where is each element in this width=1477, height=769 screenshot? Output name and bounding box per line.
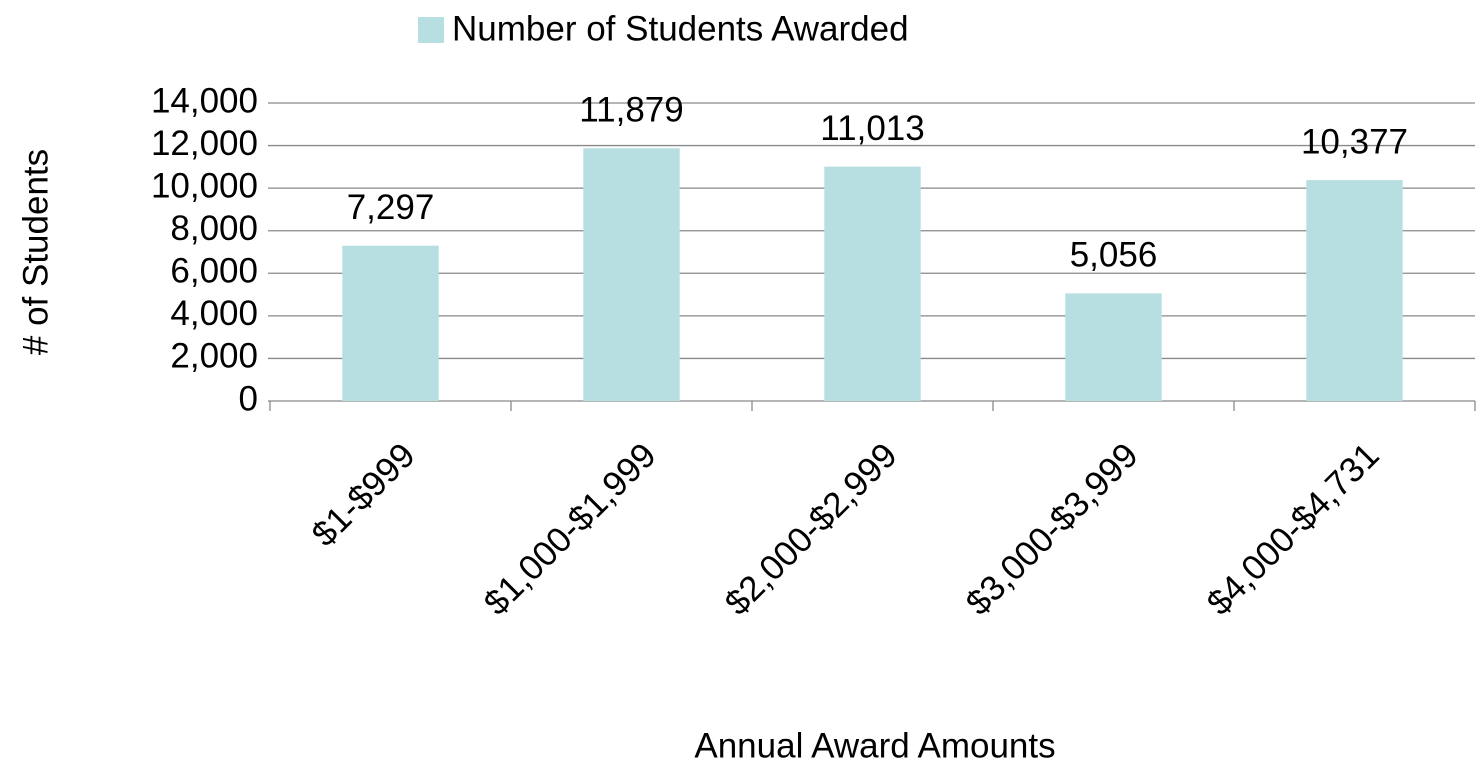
x-tick-label: $3,000-$3,999 — [958, 436, 1145, 623]
bar — [342, 245, 439, 401]
data-label: 7,297 — [347, 188, 435, 227]
data-label: 11,013 — [820, 109, 924, 148]
bar — [1065, 293, 1162, 401]
legend-swatch — [418, 17, 444, 43]
y-axis-title: # of Students — [16, 149, 55, 355]
y-tick-label: 14,000 — [151, 81, 258, 120]
x-tick-label: $1-$999 — [304, 436, 422, 554]
data-label: 11,879 — [579, 90, 683, 129]
x-tick-label: $4,000-$4,731 — [1199, 436, 1386, 623]
y-tick-label: 8,000 — [170, 209, 258, 248]
x-tick-label: $2,000-$2,999 — [717, 436, 904, 623]
legend-label: Number of Students Awarded — [452, 9, 909, 48]
data-label: 10,377 — [1301, 122, 1408, 161]
x-tick-label: $1,000-$1,999 — [476, 436, 663, 623]
y-tick-label: 10,000 — [151, 166, 258, 205]
y-tick-label: 4,000 — [170, 294, 258, 333]
bar — [1306, 180, 1403, 401]
y-tick-label: 2,000 — [170, 337, 258, 376]
x-axis-title: Annual Award Amounts — [694, 726, 1055, 765]
bar — [583, 148, 680, 401]
y-tick-label: 0 — [239, 379, 258, 418]
bar — [824, 166, 921, 401]
y-tick-label: 6,000 — [170, 252, 258, 291]
data-label: 5,056 — [1070, 236, 1158, 275]
y-tick-label: 12,000 — [151, 124, 258, 163]
